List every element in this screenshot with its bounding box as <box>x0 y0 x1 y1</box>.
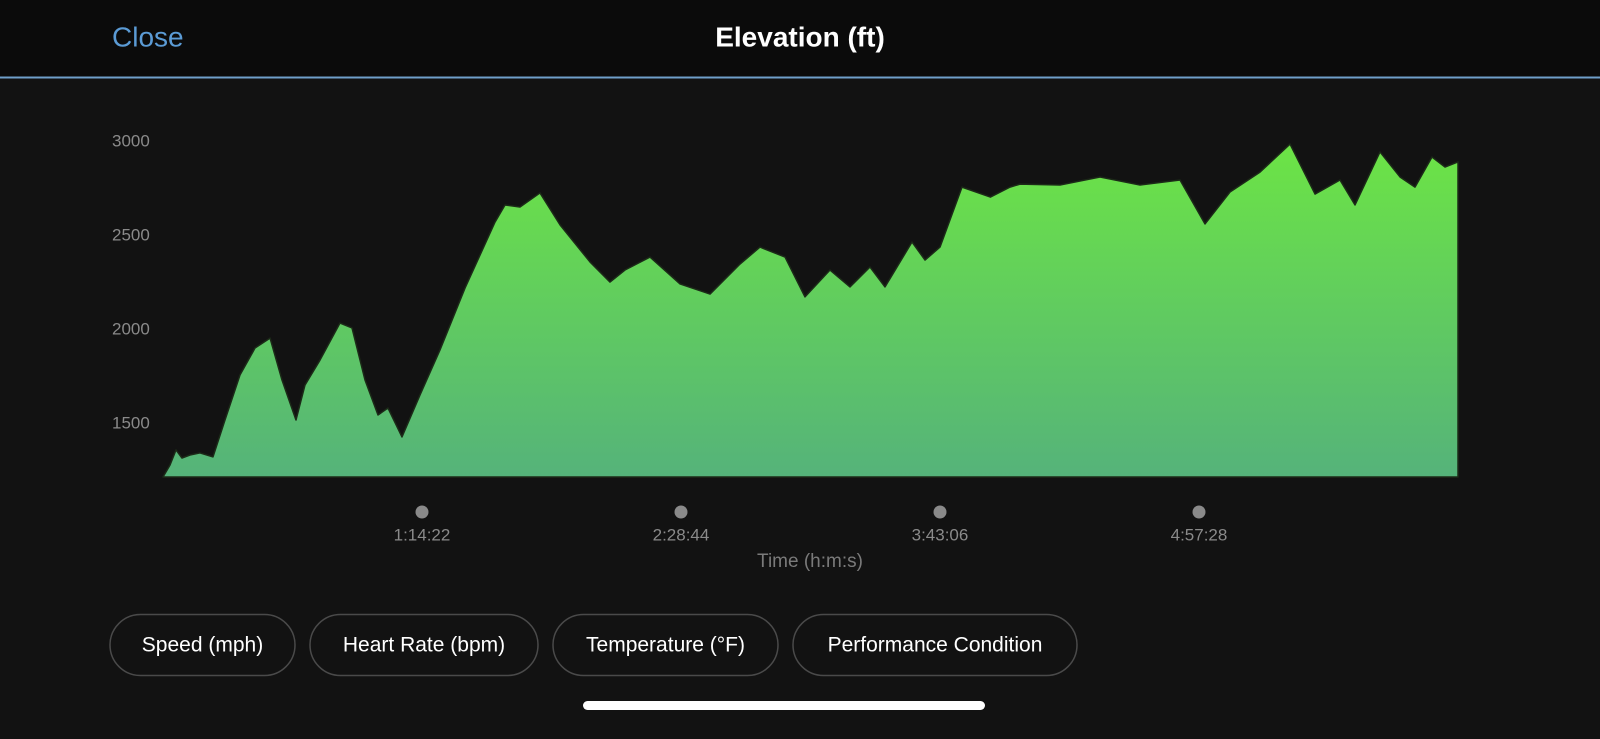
y-tick-label: 3000 <box>112 131 150 150</box>
x-tick-dot <box>1192 505 1206 519</box>
x-tick-dot <box>674 505 688 519</box>
y-tick-label: 2000 <box>112 319 150 338</box>
x-tick-label: 3:43:06 <box>912 525 969 544</box>
x-tick-label: 4:57:28 <box>1171 525 1228 544</box>
filter-button[interactable] <box>109 613 296 677</box>
filter-button-label[interactable]: Speed (mph) <box>142 634 263 657</box>
y-tick-label: 1500 <box>112 413 150 432</box>
x-tick-label: 1:14:22 <box>394 525 451 544</box>
filter-button[interactable] <box>309 613 539 677</box>
home-indicator <box>583 701 985 710</box>
y-tick-label: 2500 <box>112 225 150 244</box>
x-tick-label: 2:28:44 <box>653 525 710 544</box>
x-tick-dot <box>933 505 947 519</box>
filter-button[interactable] <box>552 613 779 677</box>
filter-button-label[interactable]: Performance Condition <box>828 634 1043 657</box>
elevation-area <box>162 143 1459 478</box>
x-axis-label: Time (h:m:s) <box>757 551 863 572</box>
filter-button-label[interactable]: Heart Rate (bpm) <box>343 634 505 657</box>
filter-button[interactable] <box>792 613 1078 677</box>
filter-button-label[interactable]: Temperature (°F) <box>586 634 745 657</box>
close-button[interactable]: Close <box>112 21 184 52</box>
chart-title: Elevation (ft) <box>715 21 885 52</box>
top-bar <box>0 0 1600 77</box>
x-tick-dot <box>415 505 429 519</box>
